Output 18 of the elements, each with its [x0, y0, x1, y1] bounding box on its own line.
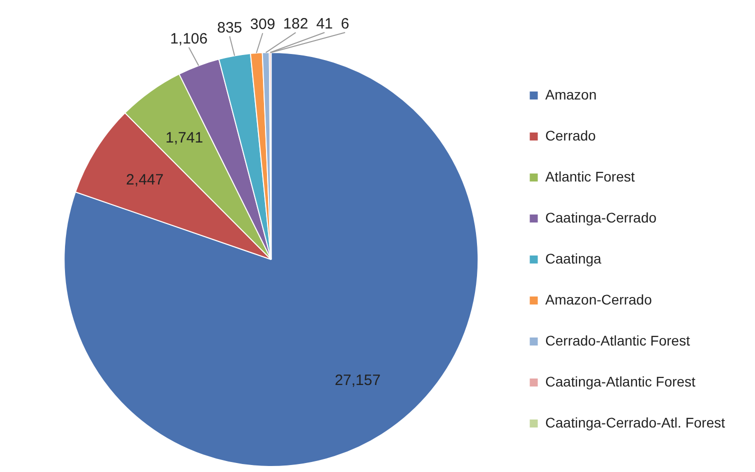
legend-label: Caatinga-Cerrado — [545, 209, 657, 226]
legend-label: Atlantic Forest — [545, 168, 635, 184]
data-label: 6 — [340, 16, 350, 33]
data-label: 2,447 — [126, 172, 164, 189]
legend-label: Amazon-Cerrado — [545, 291, 652, 308]
data-label: 309 — [250, 16, 276, 34]
data-label: 1,106 — [170, 30, 208, 48]
data-label: 835 — [217, 19, 242, 36]
legend-label: Caatinga — [545, 250, 602, 266]
data-label: 41 — [316, 16, 333, 33]
data-label: 182 — [283, 16, 308, 33]
legend-label: Caatinga-Cerrado-Atl. Forest — [545, 414, 726, 430]
data-label: 1,741 — [165, 130, 204, 147]
data-label: 27,157 — [334, 372, 381, 390]
legend-label: Caatinga-Atlantic Forest — [545, 373, 696, 390]
legend-label: Cerrado — [545, 127, 596, 144]
legend-label: Amazon — [545, 86, 597, 102]
legend-label: Cerrado-Atlantic Forest — [545, 332, 690, 348]
